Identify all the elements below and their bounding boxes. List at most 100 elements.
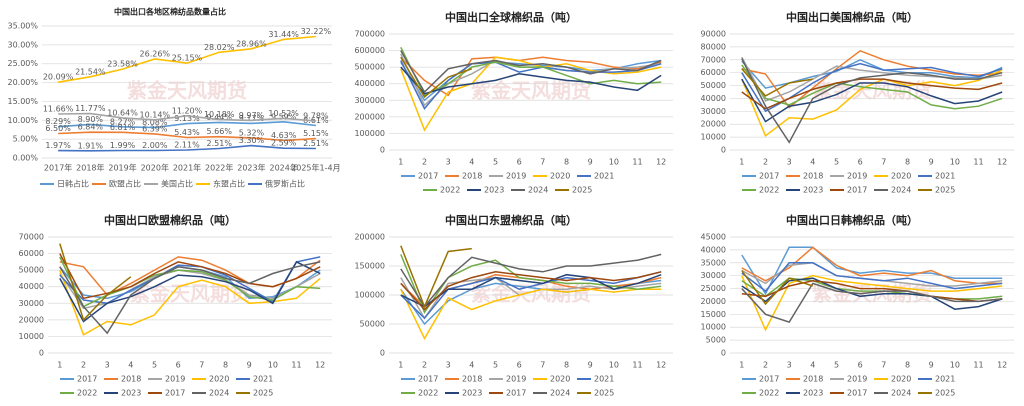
watermark: 紫金天风期货 <box>471 79 591 103</box>
y-tick-label: 20000 <box>19 315 44 324</box>
x-tick-label: 9 <box>247 361 252 370</box>
x-tick-label: 7 <box>881 158 886 167</box>
legend-label: 东盟占比 <box>213 179 245 189</box>
series-line <box>57 35 316 83</box>
x-tick-label: 6 <box>176 361 181 370</box>
x-tick-label: 5 <box>834 158 839 167</box>
data-label: 26.26% <box>140 49 171 58</box>
data-label: 6.50% <box>45 124 71 133</box>
x-tick-label: 8 <box>223 361 228 370</box>
legend-label: 2018 <box>803 375 823 384</box>
x-tick-label: 1 <box>739 158 744 167</box>
x-tick-label: 5 <box>834 361 839 370</box>
legend-label: 2018 <box>462 375 482 384</box>
legend-label: 2023 <box>803 389 823 398</box>
y-tick-label: 100000 <box>354 291 385 300</box>
x-tick-label: 12 <box>997 361 1007 370</box>
y-tick-label: 80000 <box>701 42 726 51</box>
y-tick-label: 30000 <box>19 299 44 308</box>
series-line <box>741 78 1003 110</box>
data-label: 10.14% <box>140 110 171 119</box>
x-tick-label: 2024年 <box>269 163 297 173</box>
series-line <box>58 131 316 142</box>
y-tick-label: 200000 <box>354 112 385 121</box>
x-tick-label: 1 <box>739 361 744 370</box>
x-tick-label: 4 <box>469 361 474 370</box>
x-tick-label: 4 <box>810 158 815 167</box>
data-label: 5.43% <box>174 128 200 137</box>
x-tick-label: 9 <box>929 158 934 167</box>
x-tick-label: 11 <box>973 158 983 167</box>
data-label: 11.66% <box>43 105 74 114</box>
x-tick-label: 3 <box>105 361 110 370</box>
y-tick-label: 10000 <box>701 133 726 142</box>
x-tick-label: 12 <box>997 158 1007 167</box>
legend-label: 2019 <box>847 375 867 384</box>
x-tick-label: 4 <box>128 361 133 370</box>
chart-panel: 中国出口日韩棉织品（吨）紫金天风期货0500010000150002000025… <box>701 213 1014 398</box>
x-tick-label: 7 <box>881 361 886 370</box>
legend-label: 2022 <box>759 186 779 195</box>
y-tick-label: 40000 <box>19 282 44 291</box>
legend-label: 2024 <box>891 389 911 398</box>
series-line <box>59 261 321 335</box>
series-line <box>400 253 662 308</box>
legend-label: 2022 <box>440 186 460 195</box>
y-tick-label: 50000 <box>701 81 726 90</box>
series-line <box>59 260 321 323</box>
x-tick-label: 2 <box>763 361 768 370</box>
series-line <box>741 56 1003 102</box>
y-tick-label: 90000 <box>701 30 726 39</box>
x-tick-label: 8 <box>905 361 910 370</box>
y-tick-label: 10000 <box>701 323 726 332</box>
x-tick-label: 2022年 <box>205 163 233 173</box>
series-line <box>400 66 662 95</box>
y-tick-label: 200000 <box>354 233 385 242</box>
x-tick-label: 3 <box>446 361 451 370</box>
y-tick-label: 35000 <box>701 258 726 267</box>
legend-label: 2017 <box>77 375 97 384</box>
y-tick-label: 50000 <box>19 266 44 275</box>
legend-label: 2019 <box>165 375 185 384</box>
y-tick-label: 0 <box>721 349 726 358</box>
legend-label: 2020 <box>891 172 911 181</box>
data-label: 2.51% <box>207 139 233 148</box>
series-line <box>741 282 1003 323</box>
legend-label: 2017 <box>847 186 867 195</box>
series-line <box>59 243 132 322</box>
data-label: 6.84% <box>78 123 104 132</box>
y-tick-label: 400000 <box>354 79 385 88</box>
chart-title: 中国出口日韩棉织品（吨） <box>786 213 918 227</box>
legend-label: 2021 <box>253 375 273 384</box>
series-line <box>741 277 1003 310</box>
y-tick-label: 25.00% <box>7 59 38 68</box>
legend-label: 2018 <box>121 375 141 384</box>
data-label: 9.13% <box>174 114 200 123</box>
x-tick-label: 5 <box>493 158 498 167</box>
x-tick-label: 2018年 <box>76 163 104 173</box>
series-line <box>741 270 814 306</box>
data-label: 9.59% <box>271 112 297 121</box>
legend-label: 2021 <box>594 375 614 384</box>
x-tick-label: 3 <box>787 361 792 370</box>
y-tick-label: 5000 <box>706 336 726 345</box>
legend-label: 2020 <box>891 375 911 384</box>
data-label: 21.54% <box>75 67 106 76</box>
data-label: 2.51% <box>303 139 329 148</box>
legend-label: 2017 <box>759 375 779 384</box>
x-tick-label: 1 <box>57 361 62 370</box>
y-tick-label: 70000 <box>19 233 44 242</box>
series-line <box>59 269 321 336</box>
x-tick-label: 9 <box>588 361 593 370</box>
legend-label: 2023 <box>484 186 504 195</box>
y-tick-label: 15.00% <box>7 97 38 106</box>
x-tick-label: 8 <box>905 158 910 167</box>
data-label: 31.44% <box>268 30 299 39</box>
y-tick-label: 500000 <box>354 63 385 72</box>
data-label: 6.81% <box>110 123 136 132</box>
x-tick-label: 6 <box>517 158 522 167</box>
x-tick-label: 12 <box>315 361 325 370</box>
legend-label: 2017 <box>418 172 438 181</box>
series-line <box>400 56 662 97</box>
